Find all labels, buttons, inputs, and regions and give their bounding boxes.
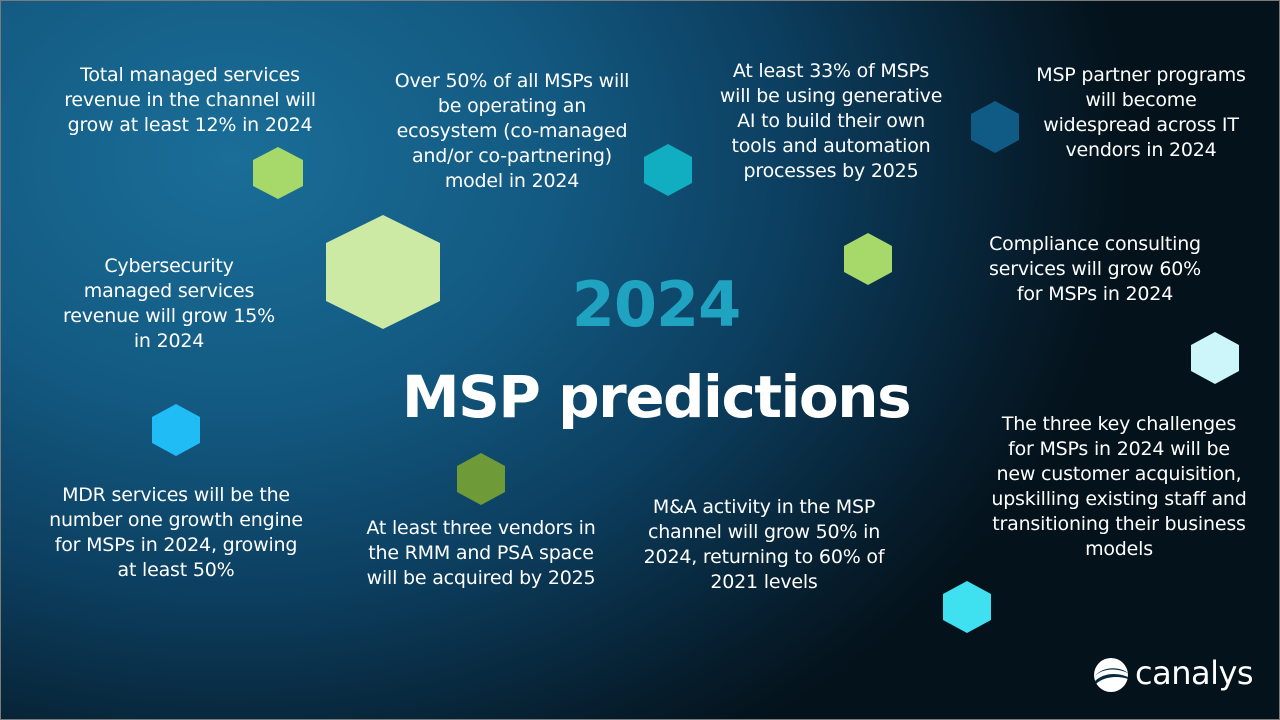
hexagon-lime-small [253, 147, 303, 199]
canalys-logo-text: canalys [1135, 654, 1254, 692]
prediction-partner-programs: MSP partner programs will become widespr… [1036, 64, 1246, 161]
prediction-ecosystem-model: Over 50% of all MSPs will be operating a… [394, 70, 630, 192]
hexagon-dark-blue [971, 101, 1019, 153]
headline-year: 2024 [571, 268, 742, 341]
hexagon-aqua [943, 581, 991, 633]
hexagon-pale-green-large [326, 215, 440, 329]
hexagon-pale-cyan [1191, 332, 1239, 384]
canalys-logo-mark-icon [1094, 658, 1128, 692]
prediction-key-challenges: The three key challenges for MSPs in 202… [991, 413, 1247, 560]
canalys-logo: canalys [1091, 654, 1261, 695]
hexagon-lime-center [844, 233, 892, 285]
prediction-cybersecurity-revenue: Cybersecurity managed services revenue w… [63, 255, 275, 352]
prediction-managed-services-revenue: Total managed services revenue in the ch… [64, 64, 316, 136]
prediction-compliance-consulting: Compliance consulting services will grow… [989, 233, 1201, 305]
headline-title: MSP predictions [401, 363, 912, 431]
hexagon-teal [644, 144, 692, 196]
hexagon-olive-green [457, 453, 505, 505]
prediction-generative-ai: At least 33% of MSPs will be using gener… [719, 60, 943, 182]
prediction-vendor-acquisitions: At least three vendors in the RMM and PS… [366, 517, 596, 589]
prediction-m-and-a-activity: M&A activity in the MSP channel will gro… [643, 496, 885, 593]
hexagon-sky-blue [152, 404, 200, 456]
prediction-mdr-services: MDR services will be the number one grow… [49, 484, 303, 581]
